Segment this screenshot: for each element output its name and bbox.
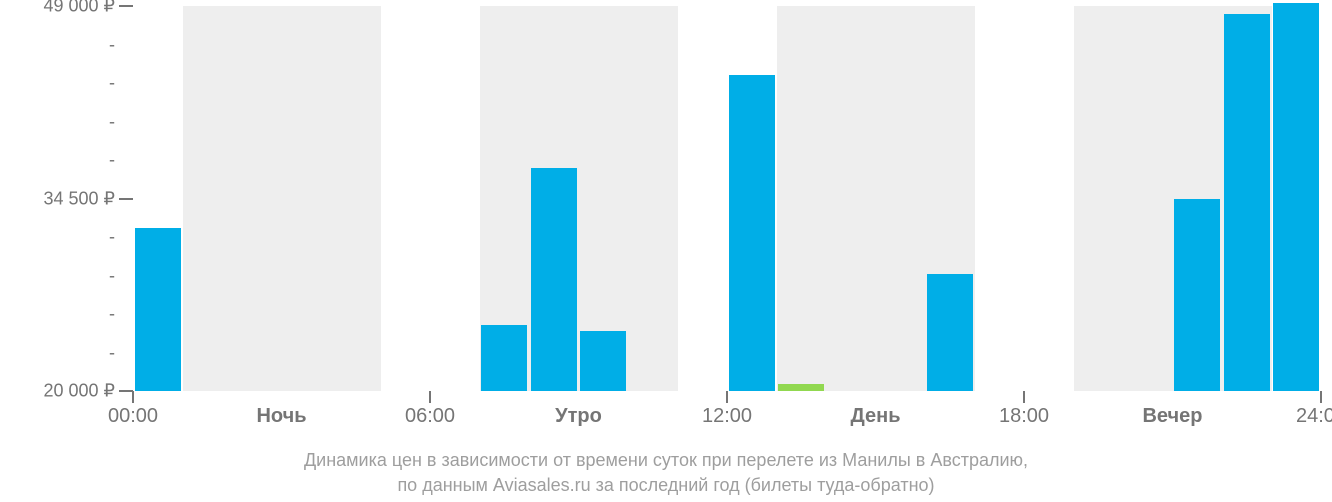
y-minor-dash: -	[109, 265, 115, 286]
bar[interactable]	[729, 75, 775, 391]
x-tick	[429, 391, 431, 403]
y-minor-dash: -	[109, 227, 115, 248]
y-tick	[119, 390, 133, 392]
plot-area	[133, 6, 1321, 391]
y-minor-dash: -	[109, 304, 115, 325]
x-axis-label: Вечер	[1142, 405, 1202, 428]
x-tick	[1023, 391, 1025, 403]
y-axis-label: 34 500 ₽	[43, 188, 115, 209]
x-tick	[726, 391, 728, 403]
chart-container: 49 000 ₽ 34 500 ₽ 20 000 ₽ - - - - - - - - 00:00 Но…	[0, 0, 1332, 502]
x-tick	[132, 391, 134, 403]
y-tick	[119, 198, 133, 200]
bar[interactable]	[927, 274, 973, 391]
bar[interactable]	[135, 228, 181, 391]
bar[interactable]	[580, 331, 626, 391]
x-axis-label: 00:00	[108, 405, 158, 428]
y-axis-label: 49 000 ₽	[43, 0, 115, 17]
x-axis-label: Утро	[555, 405, 602, 428]
y-minor-dash: -	[109, 342, 115, 363]
x-axis-label: 24:00	[1296, 405, 1332, 428]
caption-line-2: по данным Aviasales.ru за последний год …	[397, 475, 934, 495]
y-axis: 49 000 ₽34 500 ₽20 000 ₽--------	[0, 6, 115, 391]
y-minor-dash: -	[109, 150, 115, 171]
y-axis-label: 20 000 ₽	[43, 381, 115, 402]
x-axis-label: 12:00	[702, 405, 752, 428]
bar[interactable]	[1273, 3, 1319, 391]
x-tick	[1320, 391, 1322, 403]
x-axis-label: Ночь	[256, 405, 306, 428]
bar[interactable]	[531, 168, 577, 391]
x-axis-label: День	[851, 405, 901, 428]
y-minor-dash: -	[109, 111, 115, 132]
bar[interactable]	[481, 325, 527, 391]
y-minor-dash: -	[109, 73, 115, 94]
bar[interactable]	[1174, 199, 1220, 392]
bar-min[interactable]	[778, 384, 824, 391]
background-stripe	[183, 6, 381, 391]
x-axis-label: 06:00	[405, 405, 455, 428]
chart-caption: Динамика цен в зависимости от времени су…	[0, 448, 1332, 498]
bar[interactable]	[1224, 14, 1270, 391]
y-minor-dash: -	[109, 34, 115, 55]
y-tick	[119, 5, 133, 7]
caption-line-1: Динамика цен в зависимости от времени су…	[304, 450, 1028, 470]
x-axis-label: 18:00	[999, 405, 1049, 428]
